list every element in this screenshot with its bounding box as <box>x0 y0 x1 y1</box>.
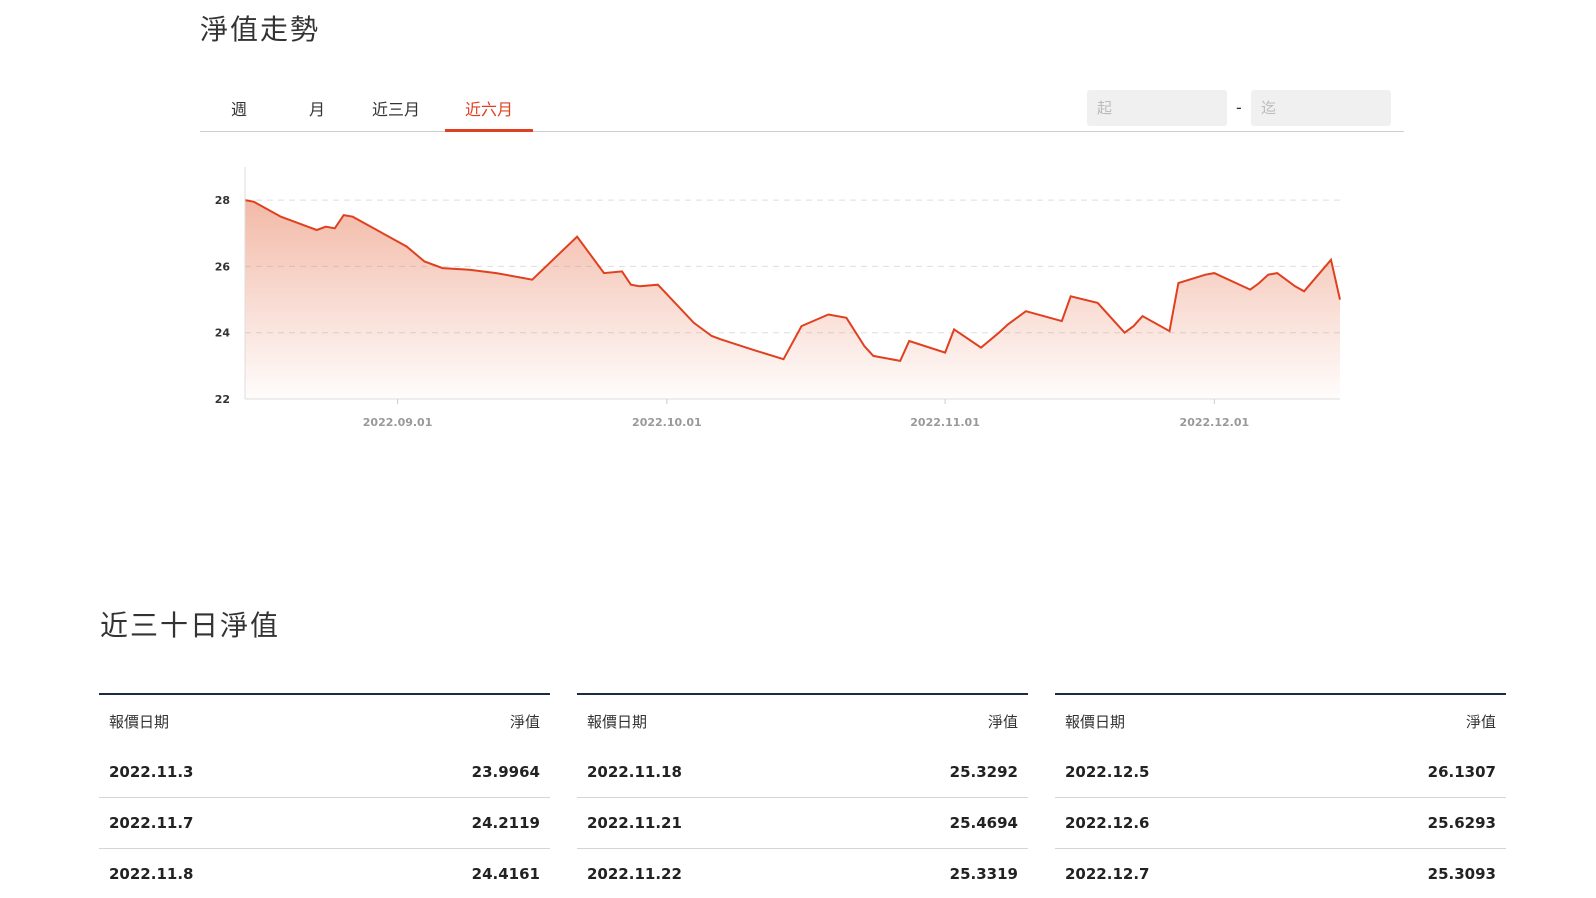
row-nav: 24.2119 <box>471 814 540 832</box>
row-nav: 25.6293 <box>1427 814 1496 832</box>
row-date: 2022.11.22 <box>587 865 682 883</box>
y-tick-label: 26 <box>215 260 231 273</box>
end-date-input[interactable] <box>1251 90 1391 126</box>
y-tick-label: 28 <box>215 194 230 207</box>
table-header: 報價日期 淨值 <box>577 695 1028 747</box>
row-date: 2022.11.8 <box>109 865 194 883</box>
recent-30-days-title: 近三十日淨值 <box>100 609 281 642</box>
nav-column-header: 淨值 <box>1465 712 1496 731</box>
table-row: 2022.11.7 24.2119 <box>99 798 550 849</box>
row-nav: 26.1307 <box>1427 763 1496 781</box>
nav-table-2: 報價日期 淨值 2022.11.18 25.3292 2022.11.21 25.4… <box>577 693 1028 898</box>
date-column-header: 報價日期 <box>587 712 648 731</box>
row-date: 2022.12.5 <box>1065 763 1150 781</box>
x-tick-label: 2022.10.01 <box>632 416 702 429</box>
table-row: 2022.11.22 25.3319 <box>577 849 1028 898</box>
tab-month[interactable]: 月 <box>308 100 325 119</box>
tab-three-months[interactable]: 近三月 <box>371 100 420 119</box>
range-separator: - <box>1236 98 1242 117</box>
nav-area-fill <box>245 200 1340 399</box>
nav-trend-title: 淨值走勢 <box>200 13 321 46</box>
table-header: 報價日期 淨值 <box>99 695 550 747</box>
table-row: 2022.11.18 25.3292 <box>577 747 1028 798</box>
row-nav: 25.3319 <box>949 865 1018 883</box>
x-tick-label: 2022.09.01 <box>363 416 433 429</box>
row-nav: 25.4694 <box>949 814 1018 832</box>
tab-week[interactable]: 週 <box>230 100 247 119</box>
y-tick-label: 22 <box>215 393 230 406</box>
table-row: 2022.12.7 25.3093 <box>1055 849 1506 898</box>
table-row: 2022.12.6 25.6293 <box>1055 798 1506 849</box>
nav-column-header: 淨值 <box>509 712 540 731</box>
nav-table-1: 報價日期 淨值 2022.11.3 23.9964 2022.11.7 24.211… <box>99 693 550 898</box>
nav-table-3: 報價日期 淨值 2022.12.5 26.1307 2022.12.6 25.629… <box>1055 693 1506 898</box>
period-tabs: 週 月 近三月 近六月 <box>200 88 1404 132</box>
nav-column-header: 淨值 <box>987 712 1018 731</box>
row-date: 2022.11.18 <box>587 763 682 781</box>
start-date-input[interactable] <box>1087 90 1227 126</box>
row-nav: 23.9964 <box>471 763 540 781</box>
table-row: 2022.12.5 26.1307 <box>1055 747 1506 798</box>
row-nav: 25.3292 <box>949 763 1018 781</box>
row-nav: 24.4161 <box>471 865 540 883</box>
row-date: 2022.12.7 <box>1065 865 1150 883</box>
nav-series-line <box>244 199 1341 363</box>
table-row: 2022.11.8 24.4161 <box>99 849 550 898</box>
date-column-header: 報價日期 <box>109 712 170 731</box>
table-row: 2022.11.3 23.9964 <box>99 747 550 798</box>
x-tick-label: 2022.11.01 <box>910 416 980 429</box>
row-nav: 25.3093 <box>1427 865 1496 883</box>
x-tick-label: 2022.12.01 <box>1180 416 1250 429</box>
nav-area-chart: 22 24 26 28 2022.09.01 2022.10.01 2022.11.01 20… <box>215 167 1341 429</box>
row-date: 2022.11.7 <box>109 814 194 832</box>
table-row: 2022.11.21 25.4694 <box>577 798 1028 849</box>
row-date: 2022.11.21 <box>587 814 682 832</box>
table-header: 報價日期 淨值 <box>1055 695 1506 747</box>
date-column-header: 報價日期 <box>1065 712 1126 731</box>
row-date: 2022.12.6 <box>1065 814 1150 832</box>
row-date: 2022.11.3 <box>109 763 194 781</box>
y-tick-label: 24 <box>215 327 231 340</box>
tab-six-months[interactable]: 近六月 <box>445 96 533 132</box>
